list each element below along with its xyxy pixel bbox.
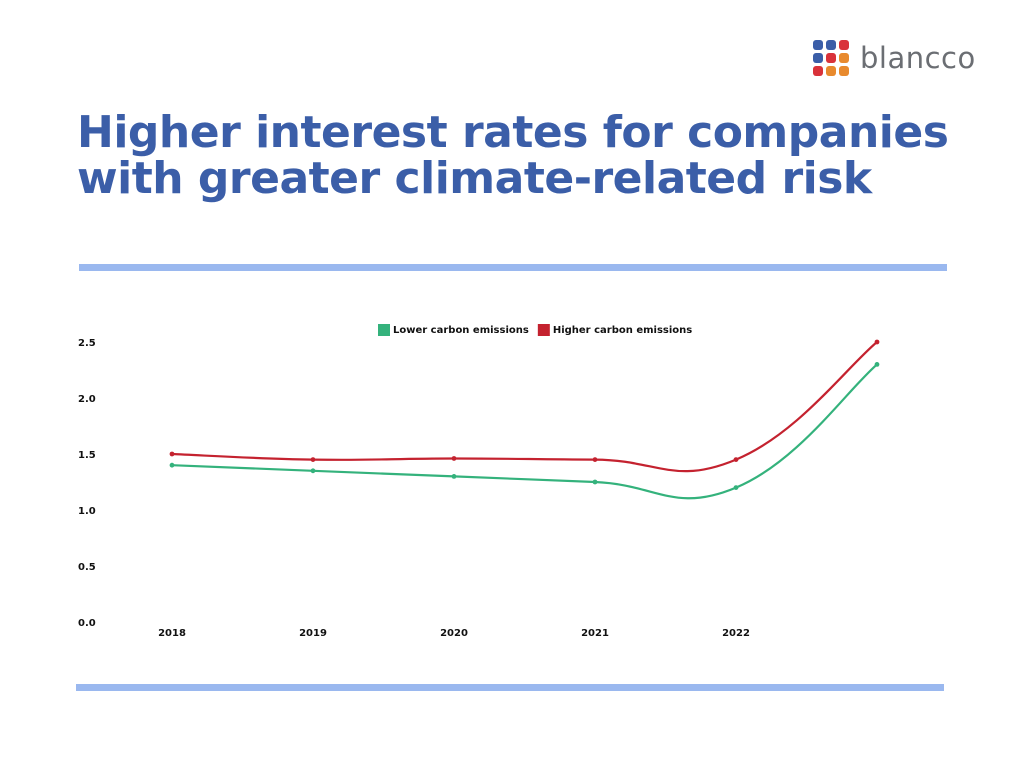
series-line bbox=[171, 363, 878, 500]
logo-dot bbox=[826, 66, 836, 76]
logo-dot bbox=[813, 53, 823, 63]
data-point bbox=[874, 339, 880, 345]
logo-dot bbox=[839, 66, 849, 76]
series-layer bbox=[169, 339, 880, 500]
data-point bbox=[169, 462, 175, 468]
page-title: Higher interest rates for companies with… bbox=[77, 107, 949, 204]
data-point bbox=[592, 457, 598, 462]
data-point bbox=[310, 457, 316, 462]
series-line bbox=[171, 341, 878, 473]
x-tick-label: 2018 bbox=[158, 628, 186, 639]
x-axis: 2018 2019 2020 2021 2022 bbox=[158, 628, 750, 639]
legend-swatch bbox=[378, 324, 390, 336]
brand-logo: blancco bbox=[813, 36, 993, 80]
y-axis: 0.0 0.5 1.0 1.5 2.0 2.5 bbox=[78, 338, 96, 629]
bottom-divider bbox=[76, 684, 944, 691]
data-point bbox=[169, 451, 175, 457]
logo-dot bbox=[839, 40, 849, 50]
logo-dot bbox=[826, 53, 836, 63]
logo-dot bbox=[826, 40, 836, 50]
chart-legend: Lower carbon emissions Higher carbon emis… bbox=[378, 324, 692, 336]
data-point bbox=[733, 457, 739, 462]
x-tick-label: 2021 bbox=[581, 628, 609, 639]
y-tick-label: 1.5 bbox=[78, 450, 96, 461]
data-point bbox=[733, 485, 739, 490]
legend-label: Higher carbon emissions bbox=[553, 325, 692, 336]
logo-dot bbox=[813, 40, 823, 50]
x-tick-label: 2022 bbox=[722, 628, 750, 639]
data-point bbox=[874, 362, 880, 367]
brand-name: blancco bbox=[860, 40, 976, 75]
logo-dot bbox=[813, 66, 823, 76]
logo-mark-icon bbox=[813, 40, 849, 76]
x-tick-label: 2019 bbox=[299, 628, 327, 639]
data-point bbox=[451, 456, 457, 461]
data-point bbox=[310, 468, 316, 474]
legend-label: Lower carbon emissions bbox=[393, 325, 529, 336]
logo-dot bbox=[839, 53, 849, 63]
y-tick-label: 0.0 bbox=[78, 618, 96, 629]
data-point bbox=[592, 479, 598, 485]
x-tick-label: 2020 bbox=[440, 628, 468, 639]
y-tick-label: 0.5 bbox=[78, 562, 96, 573]
y-tick-label: 2.0 bbox=[78, 394, 96, 405]
y-tick-label: 2.5 bbox=[78, 338, 96, 349]
legend-swatch bbox=[537, 324, 550, 336]
data-point bbox=[451, 474, 457, 479]
top-divider bbox=[79, 264, 947, 271]
line-chart: Lower carbon emissions Higher carbon emis… bbox=[78, 324, 880, 639]
y-tick-label: 1.0 bbox=[78, 506, 96, 517]
